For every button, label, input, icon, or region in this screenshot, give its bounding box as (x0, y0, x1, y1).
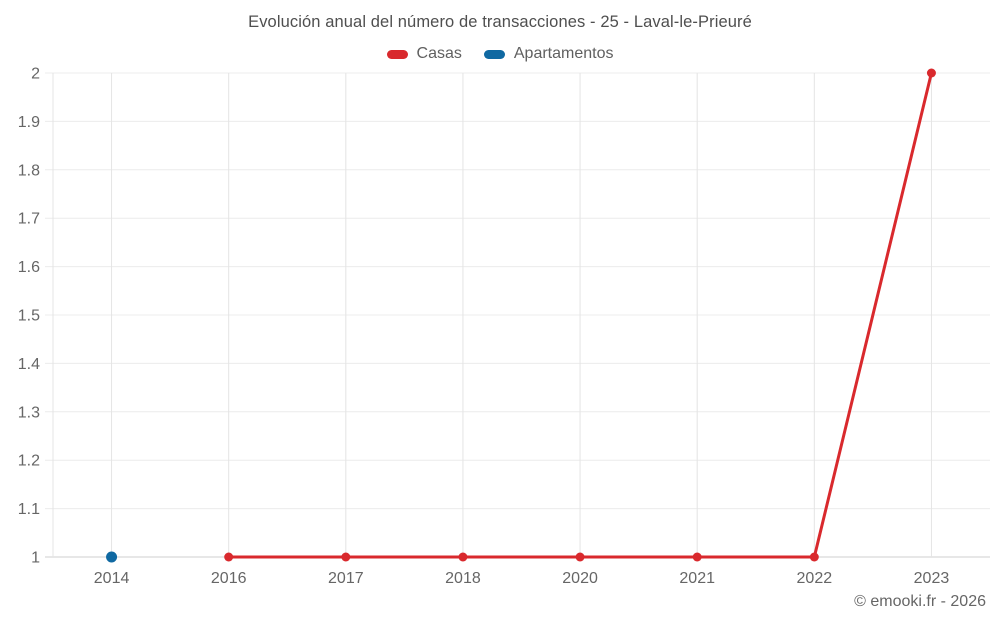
data-point-casas[interactable] (341, 552, 351, 562)
legend-label-casas: Casas (416, 45, 462, 62)
y-tick-label: 1.1 (18, 501, 40, 518)
data-point-casas[interactable] (926, 68, 936, 78)
y-tick-label: 1.4 (18, 356, 40, 373)
y-tick-label: 1.7 (18, 211, 40, 228)
y-tick-label: 1.9 (18, 114, 40, 131)
x-tick-label: 2023 (914, 570, 950, 587)
x-tick-label: 2014 (94, 570, 130, 587)
x-tick-label: 2021 (679, 570, 715, 587)
x-tick-label: 2022 (797, 570, 833, 587)
x-tick-label: 2018 (445, 570, 481, 587)
y-tick-label: 1.5 (18, 308, 40, 325)
y-tick-label: 1.6 (18, 259, 40, 276)
y-tick-label: 1.8 (18, 162, 40, 179)
apartamentos-legend-marker-icon (483, 49, 505, 59)
y-tick-label: 1.3 (18, 404, 40, 421)
data-point-casas[interactable] (809, 552, 819, 562)
chart-title: Evolución anual del número de transaccio… (248, 13, 752, 31)
casas-legend-marker-icon (386, 49, 408, 59)
y-tick-label: 1.2 (18, 453, 40, 470)
data-point-casas[interactable] (458, 552, 468, 562)
data-point-casas[interactable] (575, 552, 585, 562)
legend-item-casas[interactable]: Casas (386, 45, 462, 63)
data-point-casas[interactable] (224, 552, 234, 562)
x-tick-label: 2020 (562, 570, 598, 587)
data-point-apartamentos[interactable] (106, 551, 118, 563)
x-tick-label: 2016 (211, 570, 247, 587)
x-tick-label: 2017 (328, 570, 364, 587)
copyright-text: © emooki.fr - 2026 (854, 593, 986, 610)
chart-legend: Casas Apartamentos (0, 45, 1000, 63)
legend-label-apartamentos: Apartamentos (513, 45, 614, 62)
legend-item-apartamentos[interactable]: Apartamentos (483, 45, 614, 63)
y-tick-label: 2 (31, 66, 40, 83)
data-point-casas[interactable] (692, 552, 702, 562)
y-tick-label: 1 (31, 550, 40, 567)
